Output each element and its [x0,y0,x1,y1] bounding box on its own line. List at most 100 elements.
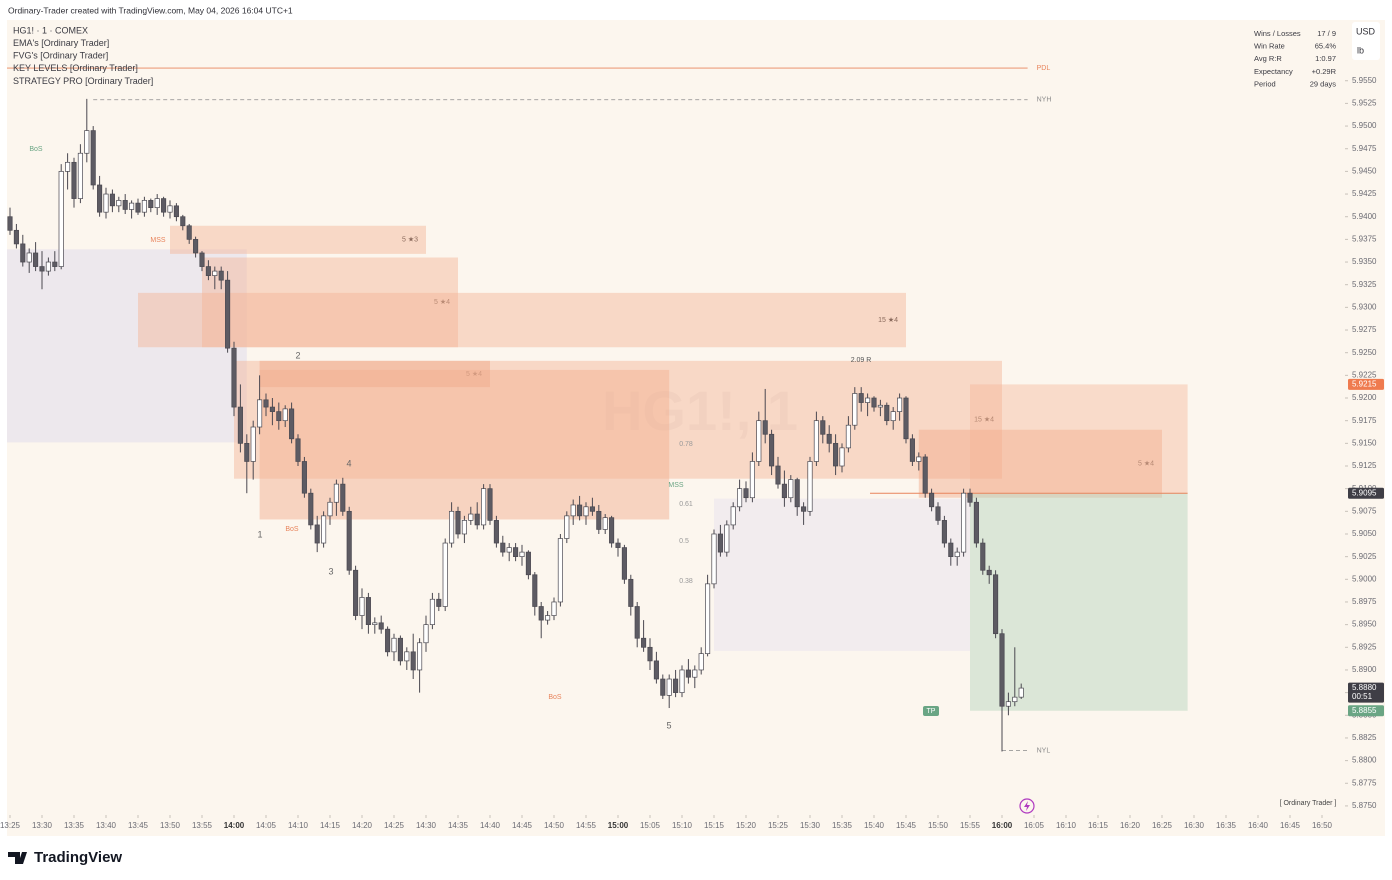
candle-body [807,461,813,512]
candle-body [717,533,723,553]
x-tick-label: 16:25 [1152,821,1173,830]
y-tick-label: 5.8950 [1352,620,1377,629]
candle-body [122,200,128,210]
stat-value: 1:0.97 [1315,54,1336,63]
candle-body [845,424,851,449]
candle-body [52,261,58,267]
candle-body [359,597,365,616]
candle-body [858,393,864,403]
candle-body [929,492,935,508]
candle-body [1005,701,1011,707]
x-tick-label: 15:00 [608,821,629,830]
annotation: MSS [150,237,166,244]
candle-body [909,438,915,462]
stat-value: 29 days [1310,79,1337,88]
candle-body [833,442,839,467]
candle-body [673,678,679,693]
candle-body [730,506,736,526]
overlay: 2.09 R BoS MSS BoS BoS MSS 1 2 3 4 5 0.78 0.61 0.5 0.3… [29,146,1336,807]
currency-box [1352,22,1380,60]
candle-body [442,542,448,607]
y-tick-label: 5.9125 [1352,461,1377,470]
candle-body [577,504,583,517]
x-tick-label: 16:30 [1184,821,1205,830]
y-tick-label: 5.9375 [1352,234,1377,243]
y-tick-label: 5.9050 [1352,529,1377,538]
currency: USD [1356,26,1376,36]
candle-body [13,229,19,245]
y-tick-label: 5.9000 [1352,574,1377,583]
x-tick-label: 14:45 [512,821,533,830]
x-tick-label: 16:40 [1248,821,1269,830]
y-tick-label: 5.9325 [1352,280,1377,289]
candle-body [276,411,282,422]
price-tag [1348,487,1384,499]
candle-body [257,399,263,428]
x-tick-label: 15:25 [768,821,789,830]
key-level-label: NYL [1037,747,1051,754]
annotation: 0.38 [679,578,693,585]
y-tick-label: 5.8800 [1352,756,1377,765]
candle-body [666,678,672,696]
candle-body [212,270,218,276]
candle-body [519,551,525,557]
candle-body [685,669,691,678]
legend-item: HG1! · 1 · COMEX [13,25,88,35]
candle-body [922,456,928,494]
annotation: MSS [668,482,684,489]
candle-body [724,524,730,553]
x-tick-label: 13:25 [0,821,21,830]
candle-body [263,399,269,408]
candle-body [141,200,147,213]
candle-body [71,161,77,199]
candle-body [436,598,442,607]
candle-body [551,601,557,616]
x-tick-label: 15:20 [736,821,757,830]
x-tick-label: 14:25 [384,821,405,830]
y-tick-label: 5.9075 [1352,506,1377,515]
candle-body [890,411,896,422]
candle-body [813,420,819,462]
candle-body [692,669,698,678]
candle-body [77,152,83,199]
candle-body [1018,687,1024,698]
candle-body [756,420,762,462]
candle-body [781,483,787,499]
y-tick-label: 5.8825 [1352,733,1377,742]
y-tick-label: 5.9150 [1352,438,1377,447]
y-tick-label: 5.9275 [1352,325,1377,334]
annotation: 4 [346,458,351,468]
y-tick-label: 5.8775 [1352,778,1377,787]
y-tick-label: 5.9025 [1352,552,1377,561]
candle-body [711,533,717,585]
candle-body [801,506,807,512]
candle-body [116,200,122,207]
replay-icon[interactable] [1019,798,1035,814]
y-tick-label: 5.9350 [1352,257,1377,266]
candle-body [948,542,954,557]
x-tick-label: 15:15 [704,821,725,830]
stat-name: Avg R:R [1254,54,1282,63]
candle-body [647,646,653,662]
candle-body [487,488,493,521]
candle-body [225,279,231,349]
candle-body [282,408,288,422]
legend-item: EMA's [Ordinary Trader] [13,38,109,48]
candle-body [794,479,800,508]
annotation: 2 [295,350,300,360]
candle-body [58,171,64,267]
candle-body [461,520,467,535]
candle-body [525,551,531,576]
y-tick-label: 5.9175 [1352,416,1377,425]
x-tick-label: 15:10 [672,821,693,830]
x-tick-label: 16:10 [1056,821,1077,830]
candle-body [404,651,410,662]
candle-body [564,515,570,539]
candle-body [385,628,391,653]
annotation: BoS [285,526,299,533]
x-tick-label: 15:35 [832,821,853,830]
x-tick-label: 15:05 [640,821,661,830]
candle-body [653,660,659,680]
candle-body [826,433,832,444]
